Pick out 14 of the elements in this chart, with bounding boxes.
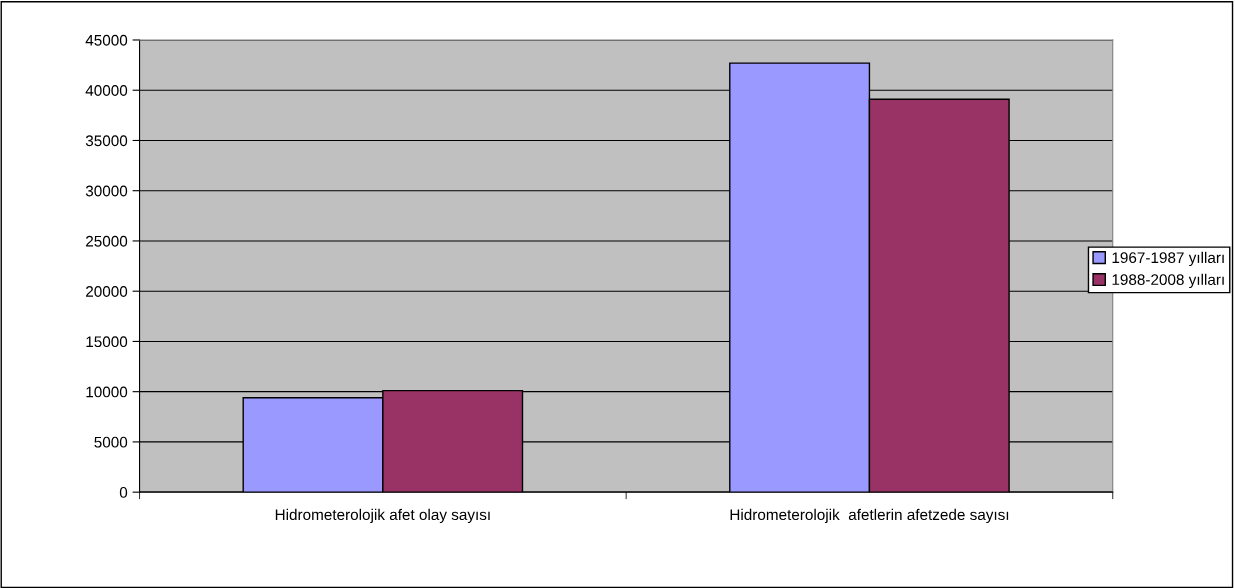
y-tick-label: 40000 (85, 85, 128, 96)
x-tick-label: Hidrometerolojik afet olay sayısı (275, 508, 490, 524)
y-tick-label: 15000 (86, 336, 128, 348)
y-tick-label: 5000 (94, 436, 128, 448)
x-tick-label: Hidrometerolojik afetlerin afetzede sayısı (730, 508, 1009, 524)
y-tick-label: 35000 (85, 135, 128, 147)
y-tick-label: 45000 (85, 34, 128, 46)
y-tick-label: 25000 (86, 235, 128, 247)
legend-label: 1988-2008 yılları (1112, 273, 1224, 289)
y-tick-label: 10000 (86, 386, 128, 398)
y-tick-label: 30000 (85, 185, 128, 197)
legend-label: 1967-1987 yılları (1112, 251, 1224, 267)
y-tick-label: 0 (119, 487, 128, 498)
y-tick-label: 20000 (86, 286, 128, 297)
